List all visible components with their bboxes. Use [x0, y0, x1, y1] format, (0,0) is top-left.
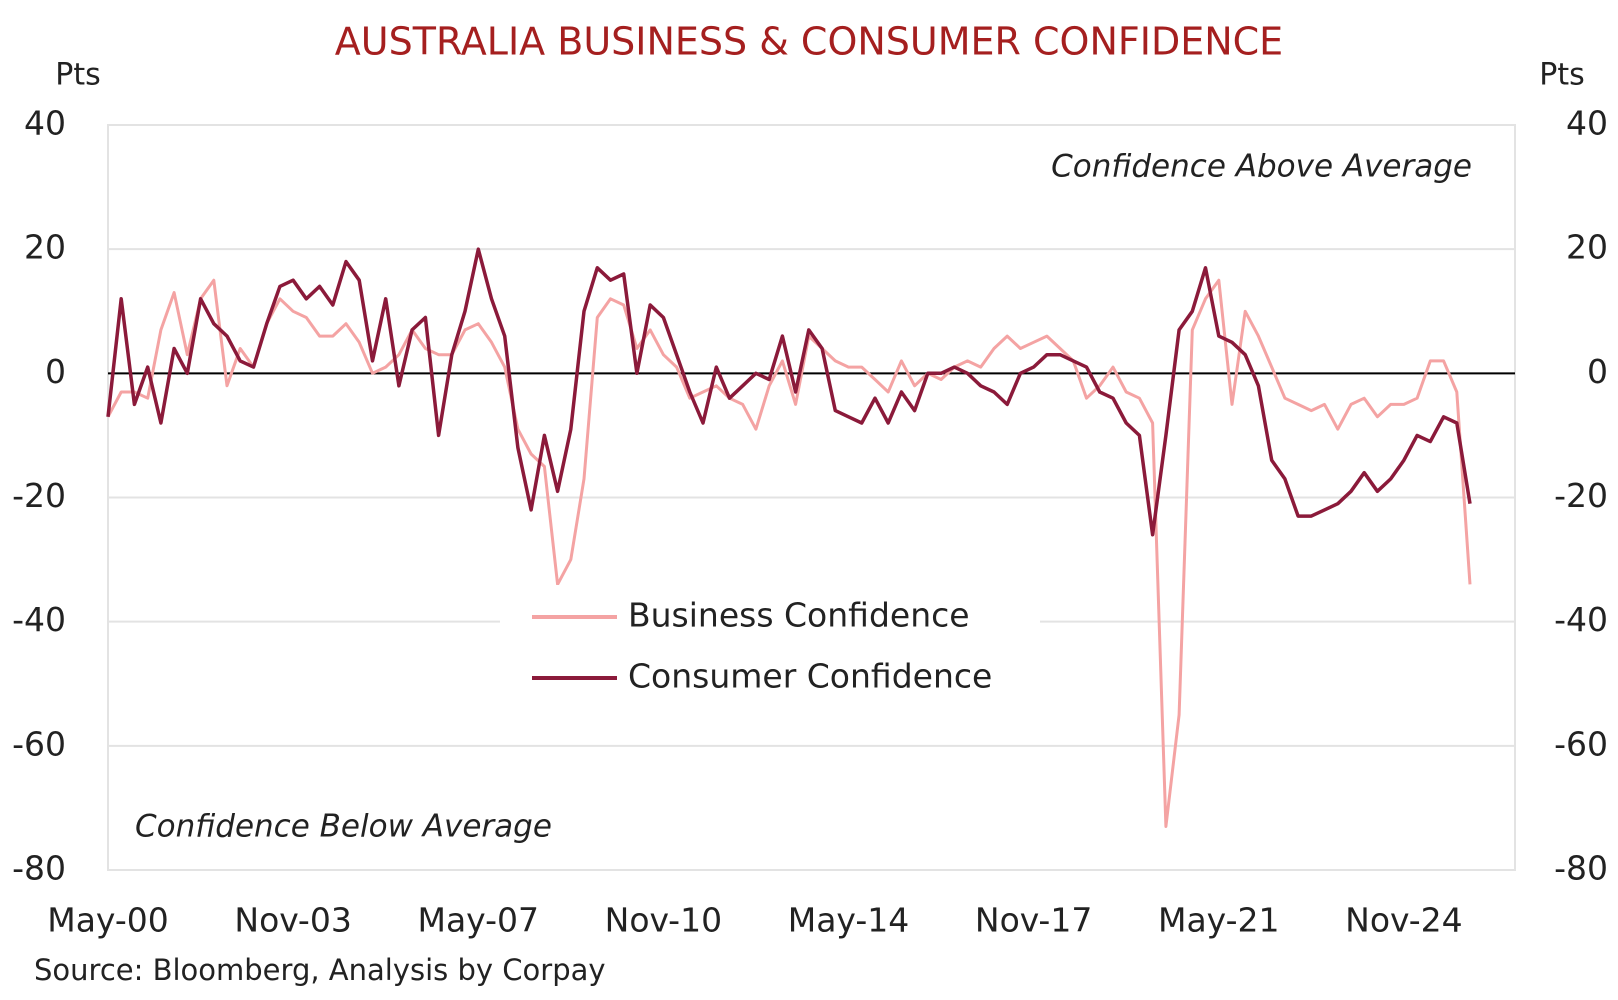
- x-tick-label: Nov-24: [1345, 901, 1462, 940]
- x-tick-label: Nov-17: [975, 901, 1092, 940]
- source: Source: Bloomberg, Analysis by Corpay: [34, 953, 606, 987]
- y-tick-label: 20: [24, 228, 66, 267]
- y2-axis-label: Pts: [1539, 58, 1584, 93]
- y-axis-label: Pts: [55, 58, 100, 93]
- y-tick-label: -80: [12, 849, 66, 888]
- annotation: Confidence Above Average: [1051, 149, 1472, 185]
- y2-tick-label: 20: [1566, 228, 1608, 267]
- y-tick-label: 0: [45, 352, 66, 391]
- x-tick-label: Nov-10: [605, 901, 722, 940]
- y-tick-label: -60: [12, 724, 66, 763]
- legend-label: Business Confidence: [628, 596, 970, 635]
- annotation-bg: [985, 142, 1475, 192]
- y-tick-label: -40: [12, 600, 66, 639]
- series-line: [106, 247, 1472, 537]
- y2-tick-label: -80: [1554, 849, 1608, 888]
- y2-tick-label: -40: [1554, 600, 1608, 639]
- legend-label: Consumer Confidence: [628, 657, 992, 696]
- x-tick-label: Nov-03: [234, 901, 351, 940]
- annotation: Confidence Below Average: [135, 809, 552, 845]
- y2-tick-label: -20: [1554, 476, 1608, 515]
- y-tick-label: -20: [12, 476, 66, 515]
- y2-tick-label: -60: [1554, 724, 1608, 763]
- x-tick-label: May-14: [788, 901, 910, 940]
- y2-tick-label: 40: [1566, 104, 1608, 143]
- x-tick-label: May-21: [1158, 901, 1280, 940]
- x-tick-label: May-00: [47, 901, 169, 940]
- y-tick-label: 40: [24, 104, 66, 143]
- series-line: [106, 278, 1472, 828]
- y2-tick-label: 0: [1587, 352, 1608, 391]
- legend-bg: [500, 585, 1040, 705]
- x-tick-label: May-07: [417, 901, 539, 940]
- annotation-bg: [110, 800, 610, 850]
- chart-title: AUSTRALIA BUSINESS & CONSUMER CONFIDENCE: [335, 20, 1283, 64]
